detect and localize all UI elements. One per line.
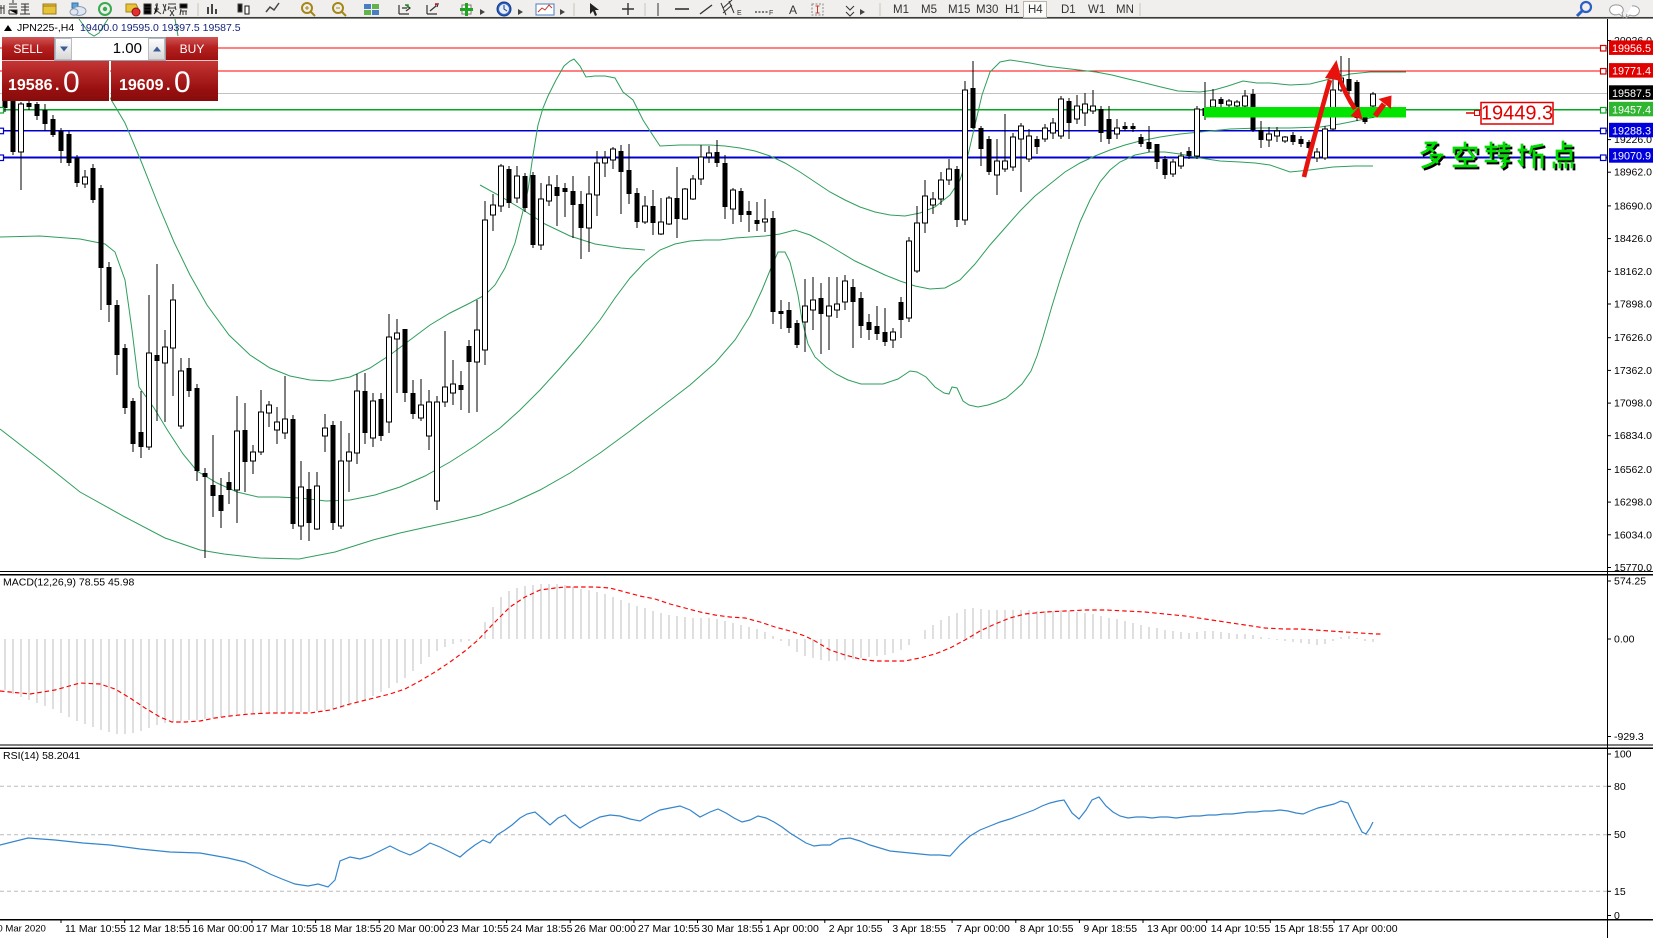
svg-text:18426.0: 18426.0 (1614, 233, 1652, 245)
svg-text:9 Apr 18:55: 9 Apr 18:55 (1083, 923, 1137, 935)
svg-text:15 Apr 18:55: 15 Apr 18:55 (1274, 923, 1334, 935)
svg-text:18690.0: 18690.0 (1614, 200, 1652, 212)
svg-text:D1: D1 (1061, 4, 1076, 16)
svg-text:19771.4: 19771.4 (1612, 66, 1651, 78)
svg-text:17 Mar 10:55: 17 Mar 10:55 (256, 923, 318, 935)
svg-text:2 Apr 10:55: 2 Apr 10:55 (829, 923, 883, 935)
svg-text:H1: H1 (1005, 4, 1020, 16)
svg-text:18 Mar 18:55: 18 Mar 18:55 (320, 923, 382, 935)
svg-text:19587.5: 19587.5 (1612, 88, 1651, 100)
svg-text:18162.0: 18162.0 (1614, 266, 1652, 278)
svg-text:26 Mar 00:00: 26 Mar 00:00 (574, 923, 636, 935)
svg-text:19956.5: 19956.5 (1612, 43, 1651, 55)
svg-text:17098.0: 17098.0 (1614, 398, 1652, 410)
svg-text:8 Apr 10:55: 8 Apr 10:55 (1020, 923, 1074, 935)
svg-text:17 Apr 00:00: 17 Apr 00:00 (1338, 923, 1398, 935)
svg-text:20 Mar 00:00: 20 Mar 00:00 (383, 923, 445, 935)
svg-text:30 Mar 18:55: 30 Mar 18:55 (702, 923, 764, 935)
svg-text:7 Apr 00:00: 7 Apr 00:00 (956, 923, 1010, 935)
svg-text:10 Mar 2020: 10 Mar 2020 (0, 924, 46, 935)
svg-text:50: 50 (1614, 829, 1626, 841)
svg-text:M30: M30 (976, 4, 998, 16)
svg-text:14 Apr 10:55: 14 Apr 10:55 (1211, 923, 1271, 935)
svg-text:27 Mar 10:55: 27 Mar 10:55 (638, 923, 700, 935)
svg-text:23 Mar 10:55: 23 Mar 10:55 (447, 923, 509, 935)
svg-text:0: 0 (1614, 910, 1620, 922)
svg-text:100: 100 (1614, 749, 1632, 761)
svg-text:19457.4: 19457.4 (1612, 104, 1651, 116)
svg-text:17626.0: 17626.0 (1614, 332, 1652, 344)
svg-text:E: E (737, 10, 742, 17)
svg-text:80: 80 (1614, 781, 1626, 793)
svg-text:19070.9: 19070.9 (1612, 151, 1651, 163)
svg-text:H4: H4 (1028, 4, 1043, 16)
svg-text:3 Apr 18:55: 3 Apr 18:55 (892, 923, 946, 935)
svg-text:17898.0: 17898.0 (1614, 299, 1652, 311)
svg-text:A: A (789, 3, 797, 17)
svg-text:RSI(14) 58.2041: RSI(14) 58.2041 (3, 750, 80, 762)
svg-text:24 Mar 18:55: 24 Mar 18:55 (511, 923, 573, 935)
svg-text:12 Mar 18:55: 12 Mar 18:55 (129, 923, 191, 935)
svg-text:16298.0: 16298.0 (1614, 497, 1652, 509)
svg-text:16834.0: 16834.0 (1614, 430, 1652, 442)
svg-text:MACD(12,26,9) 78.55 45.98: MACD(12,26,9) 78.55 45.98 (3, 577, 134, 589)
svg-text:19449.3: 19449.3 (1481, 103, 1553, 125)
svg-text:15: 15 (1614, 886, 1626, 898)
svg-text:16562.0: 16562.0 (1614, 464, 1652, 476)
svg-text:F: F (769, 10, 773, 17)
svg-text:13 Apr 00:00: 13 Apr 00:00 (1147, 923, 1207, 935)
svg-text:-929.3: -929.3 (1614, 731, 1644, 743)
svg-text:16 Mar 00:00: 16 Mar 00:00 (192, 923, 254, 935)
svg-text:M5: M5 (921, 4, 937, 16)
svg-text:16034.0: 16034.0 (1614, 529, 1652, 541)
svg-text:574.25: 574.25 (1614, 576, 1646, 588)
svg-text:0.00: 0.00 (1614, 634, 1635, 646)
svg-text:M15: M15 (948, 4, 970, 16)
svg-text:19288.3: 19288.3 (1612, 125, 1651, 137)
svg-text:11 Mar 10:55: 11 Mar 10:55 (65, 923, 126, 935)
svg-text:17362.0: 17362.0 (1614, 365, 1652, 377)
svg-text:1 Apr 00:00: 1 Apr 00:00 (765, 923, 819, 935)
svg-text:18962.0: 18962.0 (1614, 167, 1652, 179)
svg-text:W1: W1 (1088, 4, 1105, 16)
svg-text:M1: M1 (893, 4, 909, 16)
svg-text:MN: MN (1116, 4, 1134, 16)
